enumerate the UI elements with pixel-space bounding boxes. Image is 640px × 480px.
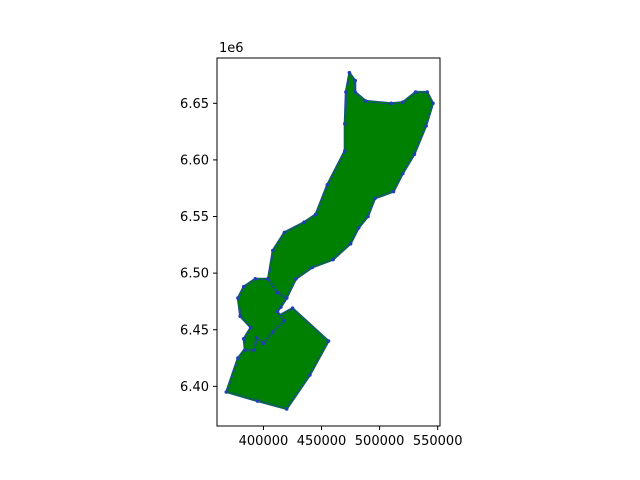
- point: [236, 296, 240, 300]
- point: [347, 70, 352, 75]
- point: [343, 121, 347, 126]
- point: [425, 90, 430, 94]
- point: [282, 230, 287, 235]
- point: [253, 277, 258, 281]
- y-tick-label: 6.65: [180, 97, 209, 112]
- y-tick-label: 6.50: [180, 267, 209, 282]
- point: [275, 290, 280, 295]
- point: [271, 248, 275, 253]
- point: [284, 296, 289, 300]
- point: [389, 101, 394, 106]
- point: [401, 171, 405, 176]
- point: [290, 306, 295, 311]
- point: [401, 100, 405, 104]
- y-tick-label: 6.55: [180, 210, 209, 225]
- point: [248, 325, 253, 330]
- y-axis: 6.40 6.45 6.50 6.55 6.60 6.65: [180, 97, 217, 395]
- x-axis: 400000 450000 500000 550000: [239, 426, 463, 449]
- point: [241, 337, 246, 341]
- point: [424, 124, 428, 128]
- point: [431, 101, 435, 106]
- point: [261, 341, 266, 346]
- point: [275, 309, 280, 314]
- point: [326, 339, 331, 343]
- point: [294, 277, 298, 281]
- point: [302, 220, 306, 224]
- point: [238, 314, 242, 319]
- point: [313, 212, 318, 217]
- point: [279, 305, 283, 309]
- point: [243, 348, 247, 352]
- point: [413, 90, 418, 94]
- x-tick-label: 400000: [239, 434, 289, 449]
- point: [284, 407, 289, 411]
- x-tick-label: 500000: [355, 434, 405, 449]
- series-inner-edge: [267, 72, 434, 299]
- point: [348, 241, 353, 246]
- point: [366, 214, 370, 219]
- plot-data: [224, 70, 435, 411]
- point: [236, 356, 240, 360]
- point: [241, 284, 246, 289]
- point: [391, 189, 396, 194]
- y-tick-label: 6.60: [180, 153, 209, 168]
- x-tick-label: 450000: [297, 434, 347, 449]
- point: [282, 318, 287, 323]
- point: [373, 196, 377, 201]
- point: [344, 90, 348, 94]
- axes-frame: [216, 57, 441, 427]
- point: [310, 265, 315, 270]
- point: [343, 149, 347, 153]
- point: [353, 78, 358, 83]
- point: [271, 330, 275, 334]
- point: [353, 90, 358, 94]
- point: [252, 348, 256, 352]
- point: [412, 152, 417, 156]
- x-tick-label: 550000: [413, 434, 463, 449]
- point: [356, 226, 361, 230]
- y-tick-label: 6.45: [180, 323, 209, 338]
- y-offset-label: 1e6: [219, 41, 244, 56]
- point: [363, 99, 368, 103]
- y-tick-label: 6.40: [180, 380, 209, 395]
- point: [255, 399, 260, 403]
- point: [254, 335, 259, 340]
- point: [331, 257, 335, 262]
- point: [308, 373, 312, 377]
- point: [325, 183, 330, 187]
- point: [266, 277, 270, 281]
- series-2: [266, 70, 435, 300]
- point: [224, 390, 229, 394]
